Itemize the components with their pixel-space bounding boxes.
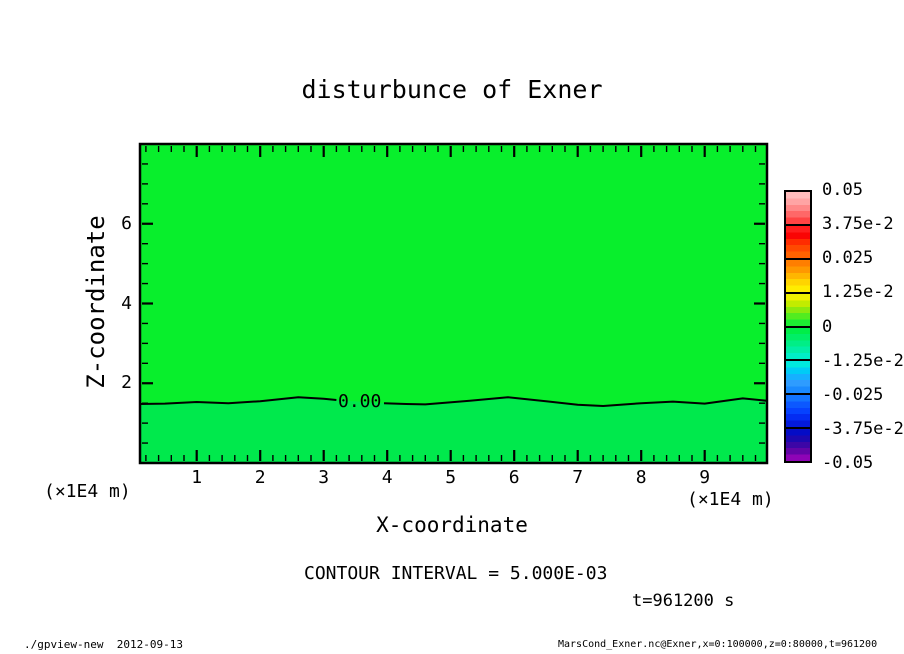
colorbar-segment — [786, 293, 810, 328]
colorbar-segment — [786, 259, 810, 294]
colorbar-tick-label: -0.05 — [822, 453, 874, 473]
y-tick-label: 4 — [121, 292, 132, 314]
x-axis-unit-right: (×1E4 m) — [687, 489, 774, 510]
x-tick-label: 4 — [381, 467, 393, 488]
x-axis-unit-left: (×1E4 m) — [44, 481, 131, 502]
footer-command: ./gpview-new 2012-09-13 — [24, 638, 183, 651]
colorbar-tick-label: -1.25e-2 — [822, 350, 904, 371]
colorbar-segment — [786, 395, 810, 430]
x-tick-label: 5 — [445, 467, 457, 488]
x-axis-label: X-coordinate — [376, 513, 528, 537]
y-tick-label: 6 — [121, 212, 132, 234]
zero-contour-label: 0.00 — [338, 391, 382, 412]
x-tick-label: 6 — [508, 467, 520, 488]
x-tick-label: 9 — [699, 467, 711, 488]
colorbar-segment — [786, 327, 810, 362]
colorbar-tick-label: 0.025 — [822, 248, 874, 269]
y-tick-label: 2 — [121, 372, 132, 394]
colorbar-tick-label: 3.75e-2 — [822, 214, 894, 235]
colorbar-tick-label: 0 — [822, 316, 833, 337]
contour-interval-text: CONTOUR INTERVAL = 5.000E-03 — [304, 563, 608, 584]
x-tick-label: 2 — [254, 467, 266, 488]
plot-title: disturbunce of Exner — [301, 75, 603, 104]
colorbar-segment — [786, 225, 810, 260]
x-tick-label: 3 — [318, 467, 330, 488]
colorbar-segment — [786, 192, 810, 226]
colorbar-tick-label: 1.25e-2 — [822, 282, 894, 303]
colorbar-segment — [786, 429, 810, 461]
footer-source: MarsCond_Exner.nc@Exner,x=0:100000,z=0:8… — [558, 639, 878, 650]
colorbar-segment — [786, 361, 810, 396]
time-annotation: t=961200 s — [632, 591, 735, 611]
colorbar-tick-label: -0.025 — [822, 384, 884, 405]
colorbar — [784, 190, 812, 463]
x-tick-label: 1 — [191, 467, 203, 488]
colorbar-tick-label: -3.75e-2 — [822, 418, 904, 439]
colorbar-tick-label: 0.05 — [822, 180, 863, 200]
x-tick-label: 7 — [572, 467, 584, 488]
x-tick-label: 8 — [635, 467, 647, 488]
